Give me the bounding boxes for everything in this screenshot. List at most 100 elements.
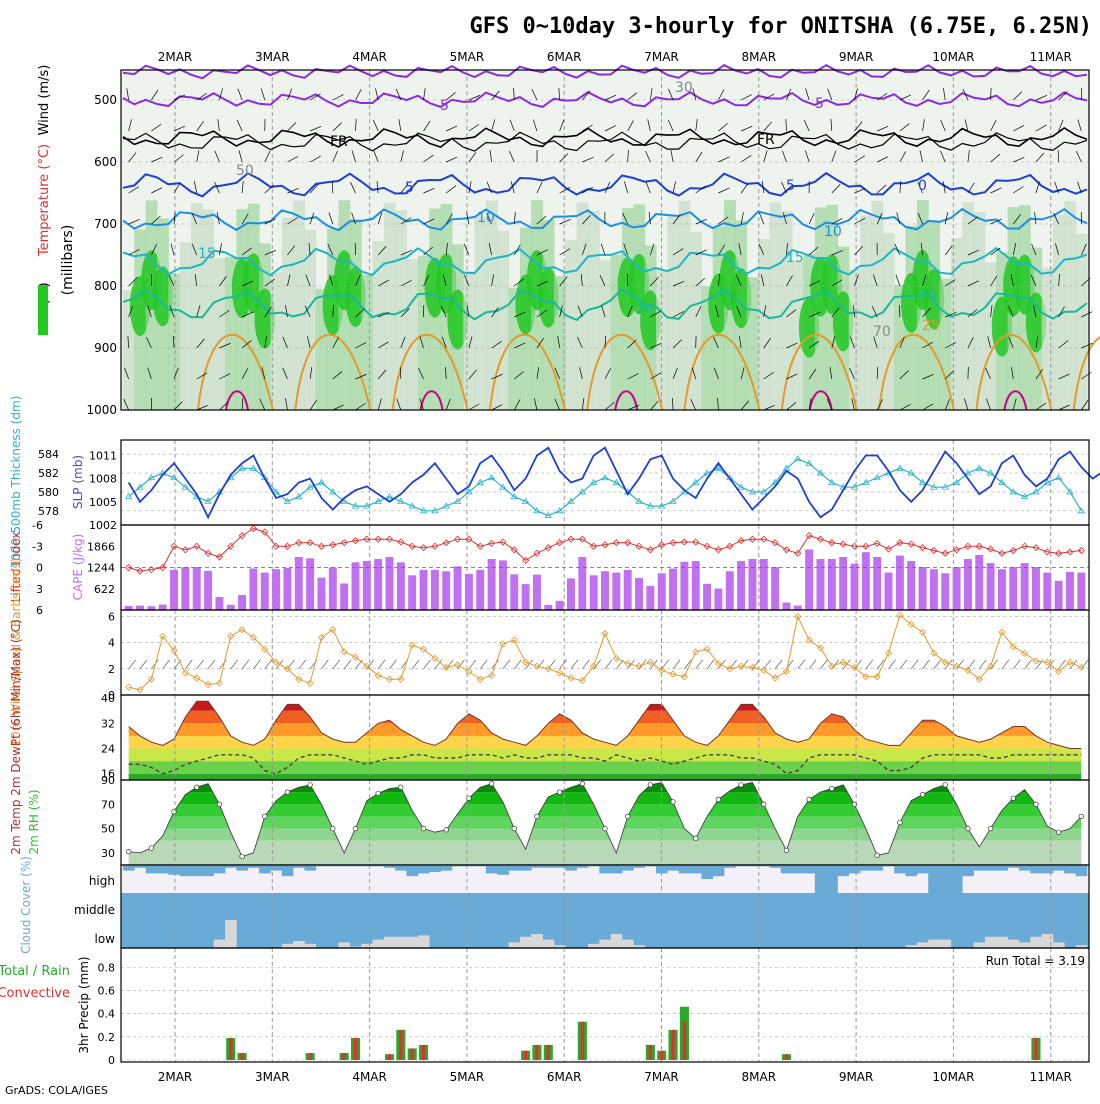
- rh-point: [421, 826, 426, 831]
- cloud-bar: [214, 940, 226, 948]
- precip-convective-bar: [422, 1045, 425, 1060]
- rh-shade: [883, 233, 895, 410]
- date-label-top: 7MAR: [644, 50, 679, 64]
- cloud-bar: [304, 944, 316, 948]
- rh-point: [512, 826, 517, 831]
- cape-bar: [1009, 567, 1017, 610]
- cloud-bar: [509, 942, 521, 948]
- rh-shade: [667, 216, 679, 410]
- rh-point: [693, 836, 698, 841]
- cape-bar: [488, 559, 496, 610]
- cape-bar: [159, 605, 167, 610]
- cloud-bar: [985, 865, 997, 871]
- cloud-bar: [974, 942, 986, 948]
- cape-bar: [363, 561, 371, 610]
- cloud-bar: [407, 937, 419, 948]
- date-label-bottom: 9MAR: [839, 1070, 874, 1084]
- rh-tick-label: 30: [101, 847, 115, 860]
- cloud-bar: [565, 865, 577, 871]
- pressure-tick-label: 600: [94, 155, 117, 169]
- cloud-bar: [418, 935, 430, 948]
- cloud-bar: [395, 865, 407, 871]
- date-label-top: 3MAR: [255, 50, 290, 64]
- cape-bar: [930, 569, 938, 610]
- ylabel-precip: 3hr Precip (mm): [77, 956, 91, 1053]
- cloud-bar: [1042, 865, 1054, 873]
- contour-label: FR: [330, 134, 348, 150]
- cloud-bar: [974, 865, 986, 871]
- cloud-bar: [611, 934, 623, 948]
- contour-label: 30: [675, 80, 693, 96]
- rh-point: [716, 797, 721, 802]
- cloud-bar: [1008, 940, 1020, 948]
- contour-label: 10: [477, 210, 495, 226]
- rh-shade: [599, 260, 611, 410]
- rh-shade: [690, 232, 702, 410]
- ylabel-rh2m: 2m RH (%): [27, 789, 41, 854]
- rh-shade: [463, 271, 475, 410]
- cloud-bar: [543, 940, 555, 948]
- contour-label: 5: [786, 178, 795, 194]
- cape-bar: [295, 557, 303, 610]
- rh-point: [1034, 802, 1039, 807]
- rh-point: [240, 854, 245, 859]
- cape-bar: [1055, 581, 1063, 610]
- cloud-row-high: high: [89, 874, 115, 888]
- cloud-bar: [259, 865, 271, 873]
- contour-label: 10: [824, 224, 842, 240]
- cloud-bar: [282, 865, 294, 876]
- chart-title: GFS 0~10day 3-hourly for ONITSHA (6.75E,…: [469, 14, 1092, 39]
- date-label-bottom: 10MAR: [932, 1070, 974, 1084]
- contour-label: 0: [918, 178, 927, 194]
- rh-band: [121, 841, 1089, 865]
- cape-bar: [420, 570, 428, 610]
- rh-point: [376, 791, 381, 796]
- rh-point: [262, 814, 267, 819]
- cape-bar: [329, 568, 337, 611]
- date-label-bottom: 11MAR: [1030, 1070, 1072, 1084]
- precip-tick-label: 0.6: [98, 985, 116, 998]
- cloud-bar: [826, 865, 838, 893]
- cloud-bar: [701, 865, 713, 879]
- cape-bar: [193, 567, 201, 610]
- cape-bar: [601, 571, 609, 610]
- li-tick-label: 3: [36, 583, 43, 596]
- precip-convective-bar: [683, 1022, 686, 1060]
- li-tick-label: 0: [36, 562, 43, 575]
- precip-legend-total: Total / Rain: [0, 964, 70, 979]
- cape-bar: [352, 562, 360, 610]
- cloud-row-low: low: [95, 932, 116, 946]
- thickness-tick-label: 582: [38, 467, 59, 480]
- rh-point: [580, 781, 585, 786]
- rh-point: [648, 783, 653, 788]
- cape-bar: [851, 564, 859, 610]
- rh-point: [920, 792, 925, 797]
- cloud-bar: [996, 865, 1008, 871]
- cape-bar: [919, 567, 927, 610]
- cape-bar: [828, 559, 836, 610]
- rh-point: [149, 846, 154, 851]
- cloud-bar: [1030, 865, 1042, 873]
- rh-point: [489, 781, 494, 786]
- rh-shade: [565, 240, 577, 410]
- rh-shade: [373, 241, 385, 410]
- precip-convective-bar: [354, 1038, 357, 1060]
- cape-bar: [635, 578, 643, 610]
- cloud-bar: [713, 865, 725, 876]
- contour-label: 20: [919, 288, 937, 304]
- cape-bar: [454, 566, 462, 610]
- contour-label: 15: [786, 250, 804, 266]
- cloud-bar: [486, 865, 498, 873]
- cape-bar: [318, 578, 326, 610]
- precip-convective-bar: [649, 1045, 652, 1060]
- ylabel-wind: Wind (m/s): [37, 65, 52, 136]
- precip-convective-bar: [581, 1022, 584, 1060]
- cape-bar: [442, 571, 450, 610]
- cape-bar: [1077, 573, 1085, 610]
- cloud-bar: [384, 937, 396, 948]
- rh-legend-swatch: [38, 285, 48, 335]
- cape-bar: [567, 578, 575, 610]
- cape-bar: [465, 574, 473, 610]
